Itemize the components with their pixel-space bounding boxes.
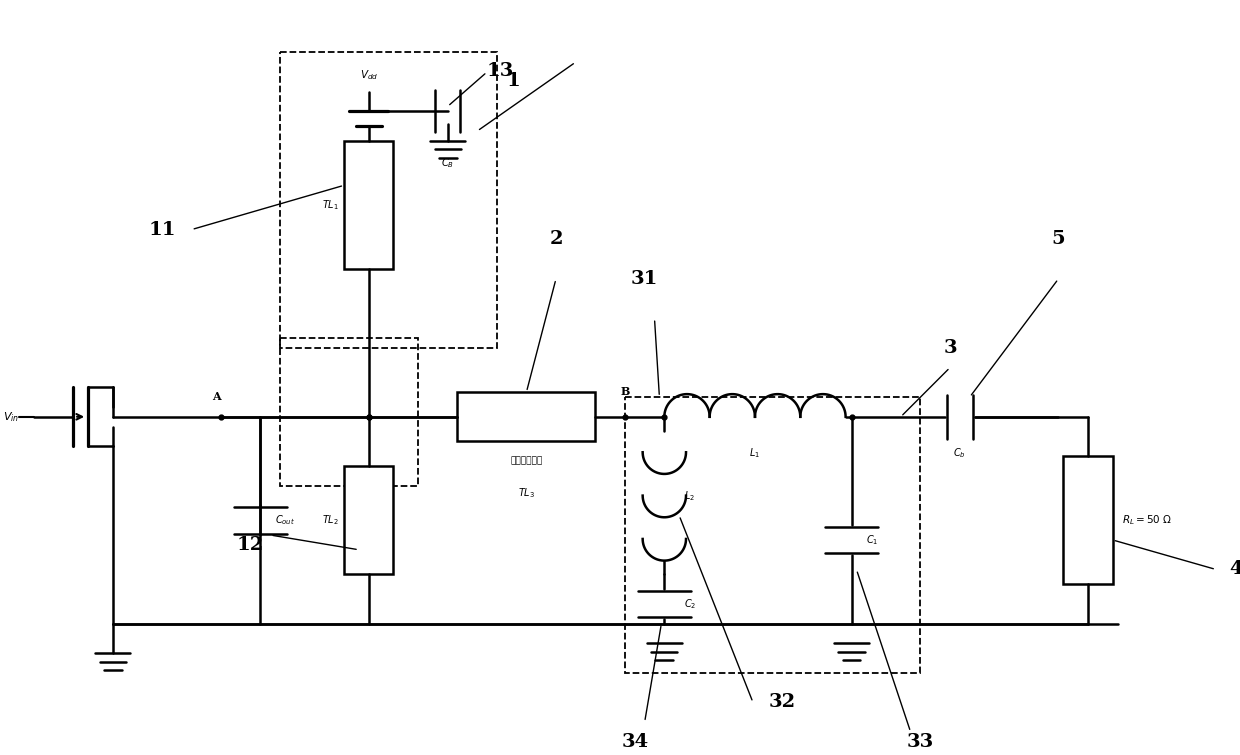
Bar	[625, 397, 920, 673]
Text: 34: 34	[621, 733, 649, 751]
Text: $C_B$: $C_B$	[441, 156, 454, 170]
Text: $L_1$: $L_1$	[749, 446, 760, 460]
Text: 13: 13	[487, 62, 515, 80]
Text: 32: 32	[769, 694, 796, 711]
Text: 12: 12	[237, 536, 264, 554]
Text: $C_1$: $C_1$	[867, 533, 879, 547]
Text: $R_L=50\ \Omega$: $R_L=50\ \Omega$	[1122, 513, 1173, 527]
Bar	[1064, 456, 1112, 584]
Bar	[280, 52, 497, 348]
Text: $V_{dd}$: $V_{dd}$	[360, 68, 378, 82]
Text: 5: 5	[1052, 230, 1065, 248]
Text: 33: 33	[906, 733, 934, 751]
Bar	[458, 392, 595, 442]
Text: 11: 11	[148, 220, 176, 239]
Text: $TL_1$: $TL_1$	[322, 198, 340, 212]
Text: A: A	[212, 391, 221, 402]
Text: $C_{out}$: $C_{out}$	[275, 513, 295, 527]
Text: 1: 1	[507, 72, 521, 90]
Bar	[280, 338, 418, 485]
Text: 3: 3	[944, 339, 957, 357]
Text: $L_2$: $L_2$	[684, 488, 696, 503]
Text: 31: 31	[631, 270, 658, 288]
Bar	[345, 466, 393, 575]
Text: $V_{in}$: $V_{in}$	[2, 410, 19, 424]
Text: $C_2$: $C_2$	[684, 597, 697, 611]
Text: 2: 2	[549, 230, 563, 248]
Text: B: B	[620, 386, 630, 397]
Text: 4: 4	[1229, 560, 1240, 578]
Text: $TL_3$: $TL_3$	[518, 485, 534, 500]
Text: 寄生补偿带线: 寄生补偿带线	[511, 456, 543, 465]
Text: $TL_2$: $TL_2$	[322, 513, 340, 527]
Text: $C_b$: $C_b$	[954, 446, 966, 460]
Bar	[345, 141, 393, 269]
